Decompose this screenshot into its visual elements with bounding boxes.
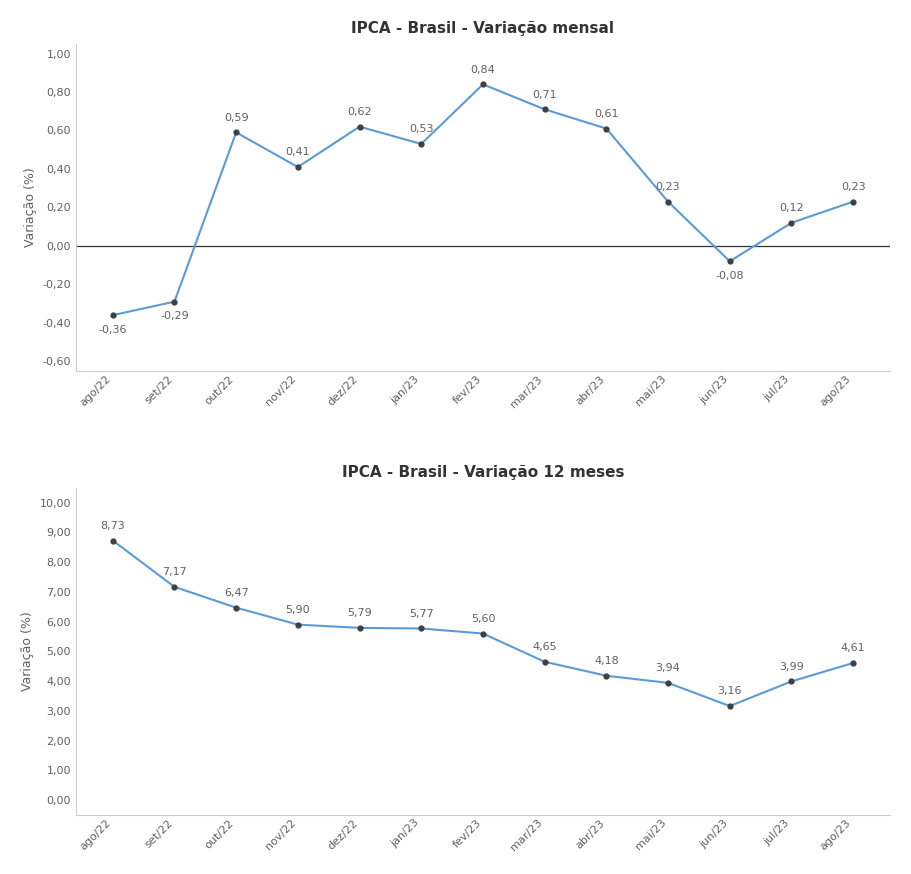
Text: 7,17: 7,17 (162, 567, 187, 577)
Text: 3,16: 3,16 (718, 686, 742, 697)
Text: 0,53: 0,53 (409, 124, 434, 135)
Text: -0,08: -0,08 (715, 271, 744, 281)
Text: 5,90: 5,90 (285, 605, 310, 615)
Text: -0,29: -0,29 (160, 311, 189, 322)
Text: 0,23: 0,23 (841, 182, 865, 192)
Y-axis label: Variação (%): Variação (%) (21, 612, 34, 691)
Title: IPCA - Brasil - Variação mensal: IPCA - Brasil - Variação mensal (352, 21, 614, 36)
Text: 4,61: 4,61 (841, 643, 865, 653)
Text: 0,41: 0,41 (285, 148, 310, 157)
Text: 0,61: 0,61 (594, 109, 619, 119)
Text: 0,12: 0,12 (779, 203, 804, 213)
Text: 4,18: 4,18 (594, 656, 619, 666)
Text: 0,23: 0,23 (656, 182, 681, 192)
Text: 4,65: 4,65 (532, 642, 557, 652)
Text: 6,47: 6,47 (224, 588, 249, 598)
Title: IPCA - Brasil - Variação 12 meses: IPCA - Brasil - Variação 12 meses (342, 465, 624, 480)
Text: 5,77: 5,77 (409, 609, 434, 619)
Text: 0,84: 0,84 (471, 65, 496, 74)
Text: 5,79: 5,79 (347, 608, 372, 618)
Y-axis label: Variação (%): Variação (%) (24, 168, 36, 247)
Text: -0,36: -0,36 (98, 325, 127, 335)
Text: 0,59: 0,59 (224, 113, 249, 122)
Text: 0,71: 0,71 (532, 90, 557, 100)
Text: 8,73: 8,73 (100, 521, 125, 531)
Text: 3,99: 3,99 (779, 662, 804, 672)
Text: 0,62: 0,62 (347, 107, 372, 117)
Text: 3,94: 3,94 (656, 663, 681, 673)
Text: 5,60: 5,60 (471, 614, 496, 624)
